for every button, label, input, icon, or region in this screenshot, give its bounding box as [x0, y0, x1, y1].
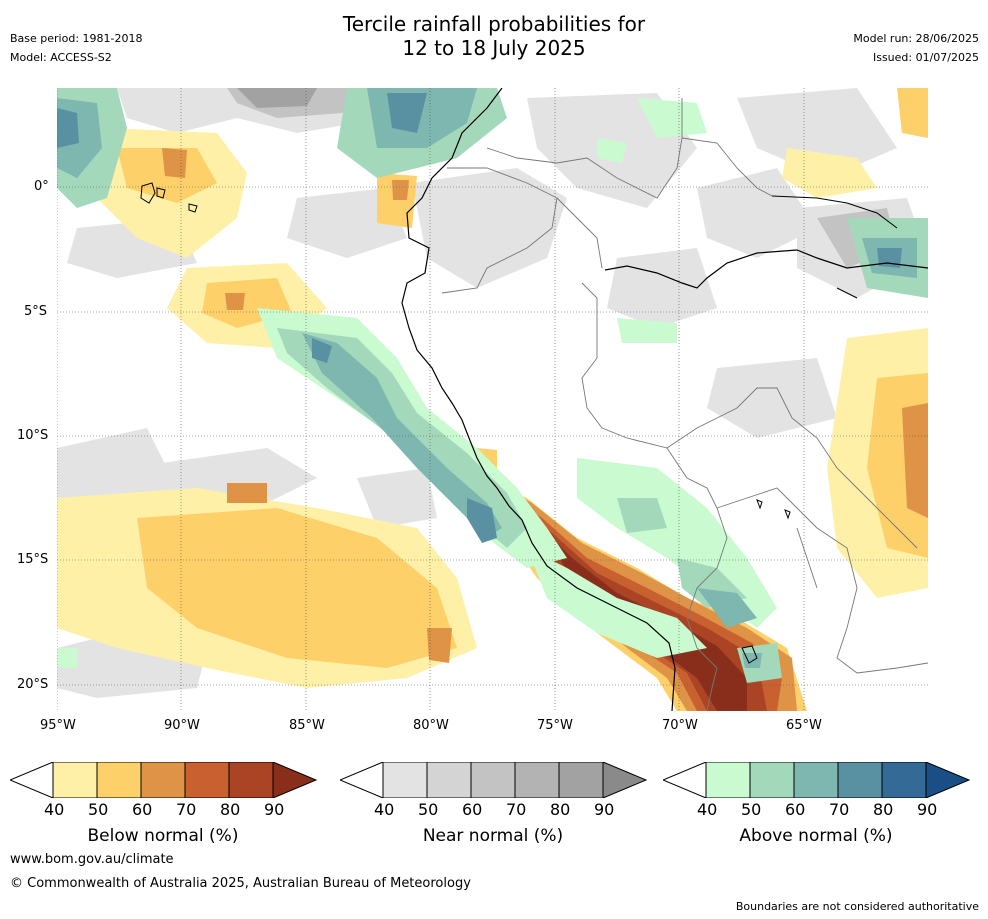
lat-tick-5s: 5°S: [24, 304, 48, 319]
title-line-1: Tercile rainfall probabilities for: [342, 12, 646, 36]
lake-marker: [784, 509, 791, 520]
colorbar-above-normal: 40 50 60 70 80 90 Above normal (%): [661, 761, 973, 852]
below-normal-areas: [57, 88, 928, 711]
base-period: Base period: 1981-2018: [10, 32, 143, 45]
above-tick-40: 40: [697, 800, 718, 819]
lake-titicaca: [741, 645, 758, 664]
colorbar-below-normal: 40 50 60 70 80 90 Below normal (%): [8, 761, 320, 852]
lon-tick-65w: 65°W: [786, 718, 822, 733]
lake-marker: [756, 499, 763, 510]
coastline: [401, 88, 676, 711]
map-svg: [57, 88, 928, 711]
issued-date: Issued: 01/07/2025: [872, 51, 979, 64]
country-boundaries: [441, 98, 928, 711]
website-link[interactable]: www.bom.gov.au/climate: [10, 852, 174, 867]
below-tick-90: 90: [264, 800, 285, 819]
below-tick-80: 80: [220, 800, 241, 819]
amazon-river: [604, 249, 928, 289]
lon-tick-80w: 80°W: [413, 718, 449, 733]
lon-tick-75w: 75°W: [537, 718, 573, 733]
below-tick-50: 50: [88, 800, 109, 819]
lon-tick-95w: 95°W: [40, 718, 76, 733]
near-tick-80: 80: [550, 800, 571, 819]
colorbar-below-svg: [8, 761, 318, 799]
above-tick-90: 90: [917, 800, 938, 819]
near-normal-label: Near normal (%): [422, 826, 564, 846]
near-tick-90: 90: [594, 800, 615, 819]
above-tick-50: 50: [741, 800, 762, 819]
lon-tick-85w: 85°W: [289, 718, 325, 733]
copyright-text: © Commonwealth of Australia 2025, Austra…: [10, 876, 471, 891]
boundaries-disclaimer: Boundaries are not considered authoritat…: [735, 900, 979, 913]
model-name: Model: ACCESS-S2: [10, 51, 112, 64]
above-tick-80: 80: [873, 800, 894, 819]
above-normal-label: Above normal (%): [739, 826, 893, 846]
above-normal-areas: [57, 88, 928, 683]
below-tick-60: 60: [132, 800, 153, 819]
galapagos-island: [188, 203, 198, 213]
near-tick-50: 50: [418, 800, 439, 819]
galapagos-island: [140, 182, 156, 204]
lat-tick-0: 0°: [34, 179, 49, 194]
lon-tick-70w: 70°W: [662, 718, 698, 733]
lat-tick-10s: 10°S: [17, 428, 49, 443]
model-run: Model run: 28/06/2025: [853, 32, 979, 45]
rio-negro: [771, 195, 898, 229]
lat-tick-20s: 20°S: [17, 677, 49, 692]
below-tick-70: 70: [176, 800, 197, 819]
below-tick-40: 40: [44, 800, 65, 819]
near-tick-70: 70: [506, 800, 527, 819]
near-tick-60: 60: [462, 800, 483, 819]
probability-map: [57, 88, 928, 711]
near-tick-40: 40: [374, 800, 395, 819]
river-mark: [836, 287, 858, 299]
colorbar-near-normal: 40 50 60 70 80 90 Near normal (%): [338, 761, 650, 852]
above-tick-70: 70: [829, 800, 850, 819]
map-title: Tercile rainfall probabilities for 12 to…: [0, 12, 988, 60]
above-tick-60: 60: [785, 800, 806, 819]
colorbar-near-svg: [338, 761, 648, 799]
below-normal-label: Below normal (%): [87, 826, 239, 846]
title-line-2: 12 to 18 July 2025: [402, 36, 586, 60]
lat-tick-15s: 15°S: [17, 552, 49, 567]
gridlines: [57, 88, 928, 711]
galapagos-island: [156, 187, 166, 199]
lon-tick-90w: 90°W: [164, 718, 200, 733]
colorbar-above-svg: [661, 761, 971, 799]
